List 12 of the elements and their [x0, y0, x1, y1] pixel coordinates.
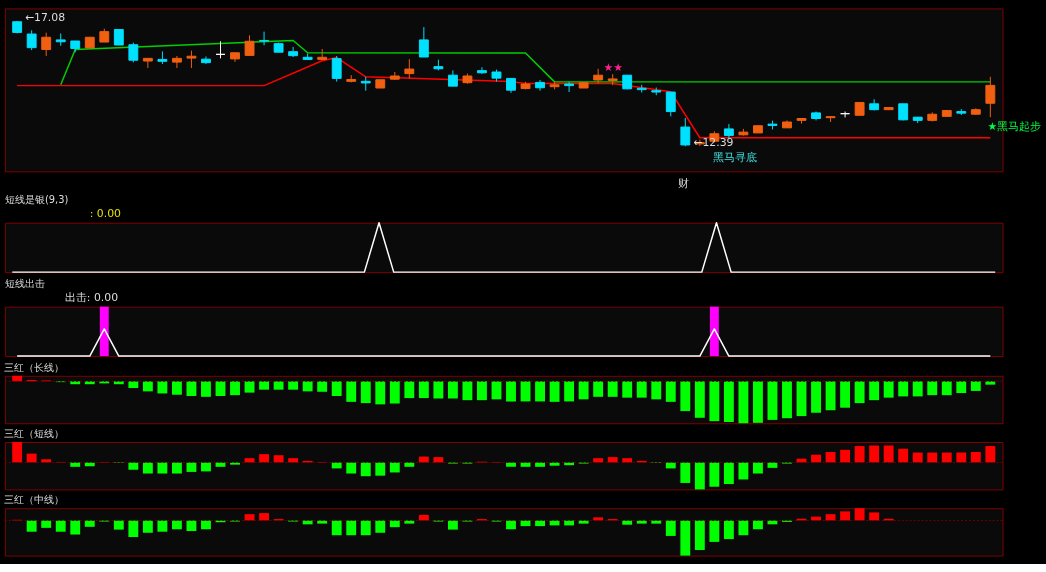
- text: 黑马寻底: [713, 150, 758, 164]
- annotation: ←17.08: [24, 11, 66, 25]
- chart-title: 三红（长线）: [4, 361, 65, 373]
- chart-title: 三红（中线）: [4, 494, 65, 506]
- chart-title: 三红（短线）: [4, 428, 65, 440]
- text: 财: [678, 177, 690, 191]
- text: : 0.00: [89, 206, 122, 220]
- annotation: ★黑马起步: [987, 119, 1042, 133]
- text: 出击: 0.00: [64, 290, 119, 304]
- chart-title: 短线是银(9,3): [4, 193, 69, 205]
- annotation: ★★: [603, 60, 624, 74]
- chart-title: 短线出击: [4, 277, 45, 289]
